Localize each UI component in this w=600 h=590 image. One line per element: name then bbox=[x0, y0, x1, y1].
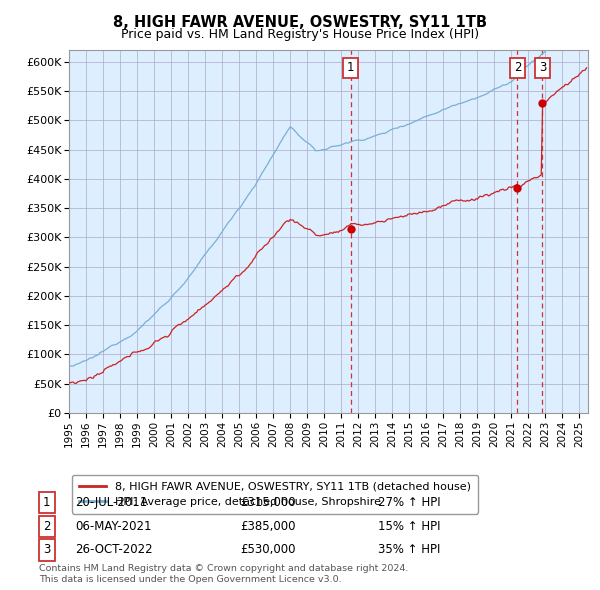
Text: Price paid vs. HM Land Registry's House Price Index (HPI): Price paid vs. HM Land Registry's House … bbox=[121, 28, 479, 41]
Text: 3: 3 bbox=[43, 543, 50, 556]
Text: 26-OCT-2022: 26-OCT-2022 bbox=[75, 543, 152, 556]
Text: 06-MAY-2021: 06-MAY-2021 bbox=[75, 520, 151, 533]
Text: This data is licensed under the Open Government Licence v3.0.: This data is licensed under the Open Gov… bbox=[39, 575, 341, 584]
Text: Contains HM Land Registry data © Crown copyright and database right 2024.: Contains HM Land Registry data © Crown c… bbox=[39, 565, 409, 573]
Text: £315,000: £315,000 bbox=[240, 496, 296, 509]
Legend: 8, HIGH FAWR AVENUE, OSWESTRY, SY11 1TB (detached house), HPI: Average price, de: 8, HIGH FAWR AVENUE, OSWESTRY, SY11 1TB … bbox=[72, 475, 478, 514]
Text: £530,000: £530,000 bbox=[240, 543, 296, 556]
Text: 27% ↑ HPI: 27% ↑ HPI bbox=[378, 496, 440, 509]
Text: 2: 2 bbox=[43, 520, 50, 533]
Text: 15% ↑ HPI: 15% ↑ HPI bbox=[378, 520, 440, 533]
Text: £385,000: £385,000 bbox=[240, 520, 296, 533]
Text: 3: 3 bbox=[539, 61, 546, 74]
Text: 20-JUL-2011: 20-JUL-2011 bbox=[75, 496, 147, 509]
Text: 1: 1 bbox=[347, 61, 355, 74]
Text: 2: 2 bbox=[514, 61, 521, 74]
Text: 35% ↑ HPI: 35% ↑ HPI bbox=[378, 543, 440, 556]
Text: 8, HIGH FAWR AVENUE, OSWESTRY, SY11 1TB: 8, HIGH FAWR AVENUE, OSWESTRY, SY11 1TB bbox=[113, 15, 487, 30]
Text: 1: 1 bbox=[43, 496, 50, 509]
